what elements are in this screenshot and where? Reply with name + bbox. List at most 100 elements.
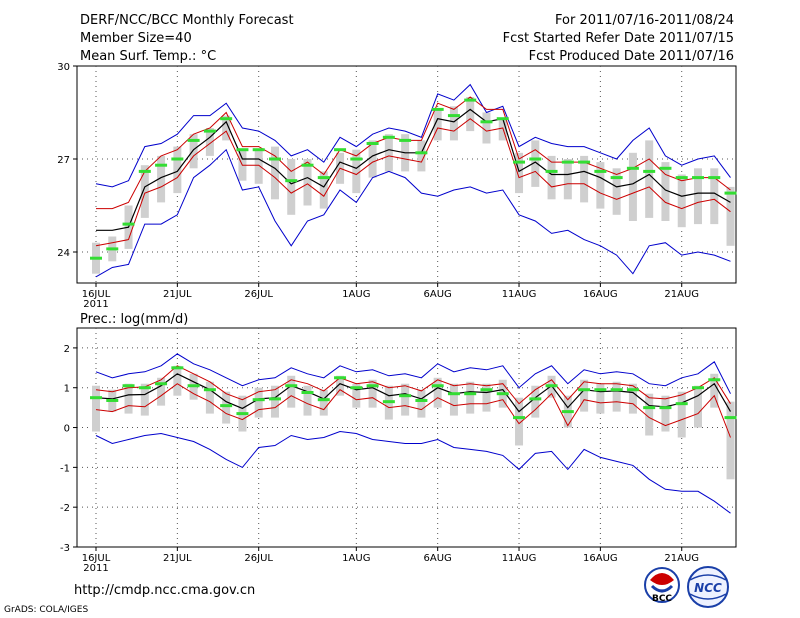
- prec-xtick-label: 1AUG: [342, 553, 370, 564]
- prec-spread-box: [482, 383, 491, 412]
- temp-spread-box: [303, 159, 312, 206]
- ncc-logo-label: NCC: [694, 581, 722, 595]
- footer-url[interactable]: http://cmdp.ncc.cma.gov.cn: [74, 583, 255, 598]
- prec-spread-box: [693, 385, 702, 428]
- temp-xtick-label: 26JUL: [244, 289, 273, 300]
- prec-spread-box: [401, 383, 410, 416]
- temp-spread-box: [205, 128, 214, 156]
- temp-plot-frame: [76, 65, 737, 284]
- temp-spread-box: [287, 159, 296, 215]
- started-refer-label: Fcst Started Refer Date 2011/07/15: [503, 31, 734, 46]
- prec-xtick-label: 21JUL: [163, 553, 192, 564]
- temp-xtick-label: 11AUG: [502, 289, 537, 300]
- prec-spread-box: [92, 385, 100, 432]
- prec-mean-plus-spread-line: [95, 365, 731, 405]
- prec-spread-box: [205, 381, 214, 414]
- temp-spread-box: [563, 159, 572, 200]
- temp-ytick-label: 24: [57, 248, 70, 259]
- variable-label: Mean Surf. Temp.: °C: [80, 49, 216, 64]
- prec-spread-box: [449, 383, 458, 416]
- prec-xtick-label: 16AUG: [583, 553, 618, 564]
- temp-xtick-label: 16AUG: [583, 289, 618, 300]
- temp-spread-box: [726, 186, 735, 246]
- prec-spread-box: [222, 391, 231, 424]
- temp-spread-box: [677, 174, 686, 228]
- temp-spread-box: [270, 146, 279, 200]
- prec-spread-box: [515, 397, 524, 446]
- prec-ytick-label: 0: [64, 424, 70, 435]
- temp-spread-box: [352, 149, 361, 194]
- prec-spread-box: [287, 375, 296, 408]
- prec-spread-box: [336, 375, 345, 396]
- temp-spread-box: [498, 118, 507, 141]
- prec-spread-box: [433, 377, 442, 408]
- prec-spread-box: [580, 379, 589, 412]
- temp-spread-box: [693, 168, 702, 225]
- temp-spread-box: [417, 140, 426, 172]
- temp-spread-box: [580, 155, 589, 203]
- prec-spread-box: [466, 381, 475, 414]
- temp-spread-box: [449, 106, 458, 141]
- temp-spread-box: [173, 146, 182, 194]
- temp-spread-box: [140, 165, 149, 218]
- grads-credit: GrADS: COLA/IGES: [4, 605, 88, 615]
- temp-spread-box: [515, 152, 524, 194]
- prec-ensemble-min-line: [95, 430, 731, 514]
- prec-spread-box: [531, 385, 540, 418]
- prec-xtick-label: 21AUG: [664, 553, 699, 564]
- temp-spread-box: [222, 115, 231, 141]
- temp-xtick-label: 21AUG: [664, 289, 699, 300]
- prec-spread-box: [417, 389, 426, 418]
- temp-spread-box: [612, 168, 621, 215]
- prec-spread-box: [124, 383, 133, 414]
- prec-xtick-sublabel: 2011: [83, 563, 108, 574]
- temp-mean-plus-spread-line: [96, 96, 731, 210]
- prec-spread-box: [612, 381, 621, 412]
- temp-ensemble-max-line: [95, 83, 731, 188]
- prec-spread-box: [628, 383, 637, 414]
- prec-ensemble-max-line: [95, 353, 731, 394]
- prec-spread-box: [303, 385, 312, 416]
- temp-spread-box: [661, 162, 670, 221]
- prec-spread-box: [368, 379, 377, 408]
- prec-ytick-label: -2: [60, 503, 70, 514]
- temp-spread-box: [710, 168, 719, 225]
- temp-ensemble-min-line: [95, 148, 731, 278]
- prec-spread-box: [319, 389, 328, 416]
- temp-spread-box: [482, 112, 491, 144]
- prec-spread-box: [254, 387, 263, 418]
- prec-spread-box: [677, 391, 686, 438]
- prec-spread-box: [270, 385, 279, 418]
- temp-spread-box: [531, 140, 540, 187]
- prec-xtick-label: 26JUL: [244, 553, 273, 564]
- member-size-label: Member Size=40: [80, 31, 192, 46]
- forecast-range-label: For 2011/07/16-2011/08/24: [555, 13, 734, 28]
- chart-title: DERF/NCC/BCC Monthly Forecast: [80, 13, 294, 28]
- temp-spread-box: [466, 97, 475, 132]
- temp-xtick-label: 6AUG: [424, 289, 452, 300]
- precip-panel-title: Prec.: log(mm/d): [80, 312, 188, 327]
- temp-ensemble-mean-line: [96, 108, 731, 231]
- prec-spread-box: [352, 383, 361, 408]
- temp-spread-box: [433, 109, 442, 141]
- prec-ensemble-mean-line: [95, 373, 732, 413]
- temp-spread-box: [368, 140, 377, 178]
- temp-spread-box: [319, 171, 328, 209]
- temp-spread-box: [384, 134, 393, 172]
- temp-xtick-sublabel: 2011: [83, 299, 108, 310]
- temp-mean-minus-spread-line: [95, 118, 731, 247]
- prec-spread-box: [596, 383, 605, 414]
- prec-ytick-label: -1: [60, 463, 70, 474]
- temp-ytick-label: 30: [57, 62, 70, 73]
- ncc-logo: NCC: [687, 566, 729, 608]
- prec-ytick-label: 1: [64, 384, 70, 395]
- prec-ytick-label: -3: [60, 543, 70, 554]
- prec-spread-box: [157, 377, 166, 406]
- produced-date-label: Fcst Produced Date 2011/07/16: [529, 49, 734, 64]
- prec-spread-box: [726, 401, 735, 480]
- temp-spread-box: [547, 155, 556, 200]
- temp-xtick-label: 21JUL: [163, 289, 192, 300]
